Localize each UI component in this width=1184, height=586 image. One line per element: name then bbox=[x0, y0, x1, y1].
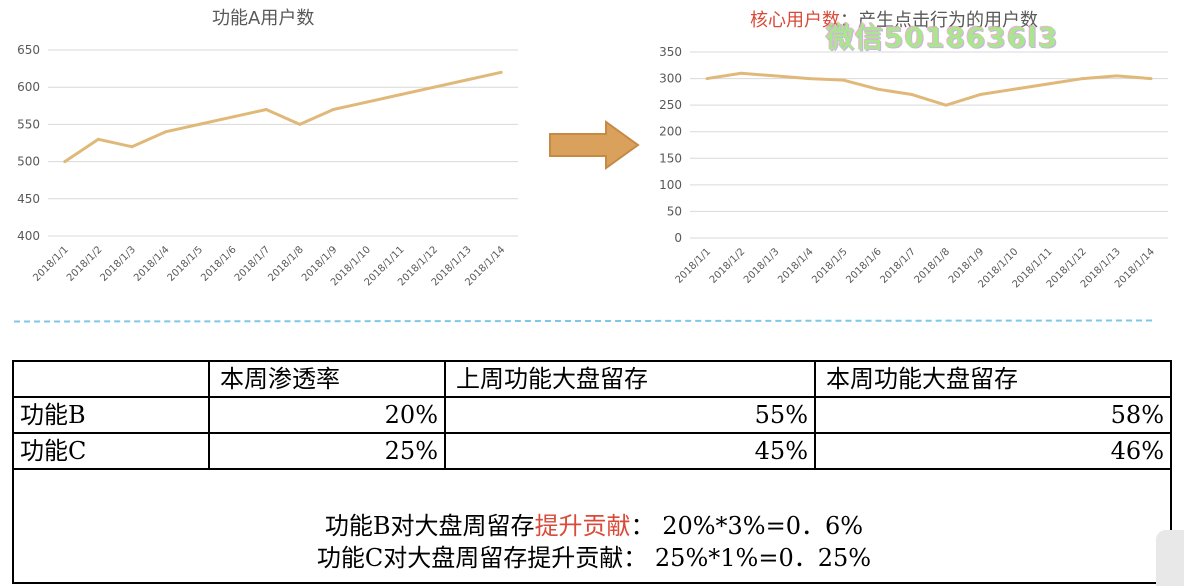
data-point bbox=[944, 103, 948, 107]
data-point bbox=[1149, 77, 1153, 81]
data-point bbox=[331, 108, 335, 112]
y-tick-label: 450 bbox=[17, 192, 40, 206]
table-cell: 46% bbox=[814, 432, 1170, 470]
data-point bbox=[842, 78, 846, 82]
data-point bbox=[365, 100, 369, 104]
table-header-cell: 上周功能大盘留存 bbox=[444, 362, 816, 398]
series-line bbox=[63, 70, 502, 163]
x-tick-label: 2018/1/8 bbox=[266, 244, 306, 284]
data-point bbox=[466, 78, 470, 82]
x-tick-label: 2018/1/3 bbox=[99, 244, 139, 284]
row-label: 功能B bbox=[14, 396, 210, 434]
row-label: 功能C bbox=[14, 432, 210, 470]
x-tick-label: 2018/1/6 bbox=[199, 244, 239, 284]
data-point bbox=[432, 85, 436, 89]
data-point bbox=[96, 137, 100, 141]
x-tick-label: 2018/1/8 bbox=[913, 246, 953, 286]
y-tick-label: 500 bbox=[17, 155, 40, 169]
data-point bbox=[739, 71, 743, 75]
data-point bbox=[705, 77, 709, 81]
chart-core-users: 0501001502002503003502018/1/12018/1/2201… bbox=[659, 45, 1168, 290]
table-cell: 58% bbox=[814, 396, 1170, 434]
summary-highlight: 提升贡献 bbox=[534, 512, 631, 540]
data-point bbox=[264, 108, 268, 112]
table-row: 功能C 25% 45% 46% bbox=[14, 432, 1170, 470]
x-tick-label: 2018/1/1 bbox=[674, 246, 714, 286]
data-point bbox=[978, 93, 982, 97]
right-arrow-icon bbox=[549, 120, 640, 170]
data-point bbox=[298, 122, 302, 126]
x-tick-label: 2018/1/1 bbox=[31, 244, 71, 284]
data-point bbox=[499, 70, 503, 74]
table-header-cell: 本周渗透率 bbox=[208, 362, 446, 398]
title-rest: ：产生点击行为的用户数 bbox=[840, 10, 1038, 31]
y-tick-label: 250 bbox=[659, 98, 682, 112]
y-tick-label: 0 bbox=[674, 231, 682, 245]
data-point bbox=[910, 93, 914, 97]
data-point bbox=[1047, 82, 1050, 86]
chart-title-function-a: 功能A用户数 bbox=[212, 8, 315, 29]
x-tick-label: 2018/1/5 bbox=[166, 244, 206, 284]
data-point bbox=[197, 122, 201, 126]
table-cell: 25% bbox=[208, 432, 446, 470]
table-row: 功能B 20% 55% 58% bbox=[14, 396, 1170, 434]
y-tick-label: 650 bbox=[17, 43, 40, 57]
x-tick-label: 2018/1/2 bbox=[708, 246, 748, 286]
table-cell: 55% bbox=[444, 396, 816, 434]
dashed-divider bbox=[13, 319, 1153, 323]
x-tick-label: 2018/1/7 bbox=[879, 246, 919, 286]
y-tick-label: 600 bbox=[17, 80, 40, 94]
x-tick-label: 2018/1/5 bbox=[810, 246, 850, 286]
y-tick-label: 300 bbox=[659, 72, 682, 86]
summary-prefix: 功能B对大盘周留存 bbox=[324, 512, 535, 540]
data-point bbox=[1012, 87, 1016, 91]
y-tick-label: 400 bbox=[17, 229, 40, 243]
y-tick-label: 100 bbox=[659, 178, 682, 192]
y-tick-label: 550 bbox=[17, 117, 40, 131]
data-point bbox=[773, 74, 777, 78]
data-point bbox=[63, 160, 67, 164]
retention-table: 本周渗透率 上周功能大盘留存 本周功能大盘留存 功能B 20% 55% 58% … bbox=[12, 360, 1172, 584]
watermark: 微信5018636l3 bbox=[826, 21, 1059, 54]
summary-suffix: ： 20%*3%=0．6% bbox=[630, 512, 864, 540]
y-tick-label: 350 bbox=[659, 45, 682, 59]
side-panel-tab[interactable] bbox=[1156, 530, 1184, 586]
data-point bbox=[808, 77, 811, 81]
data-point bbox=[164, 130, 167, 134]
x-tick-label: 2018/1/3 bbox=[742, 246, 782, 286]
x-tick-label: 2018/1/4 bbox=[776, 246, 816, 286]
series-line bbox=[706, 71, 1152, 107]
table-header-cell bbox=[14, 362, 210, 398]
title-highlight: 核心用户数 bbox=[750, 10, 840, 31]
x-tick-label: 2018/1/6 bbox=[844, 246, 884, 286]
table-cell: 20% bbox=[208, 396, 446, 434]
chart-function-a-users: 4004505005506006502018/1/12018/1/22018/1… bbox=[17, 43, 518, 288]
data-point bbox=[231, 115, 235, 119]
data-point bbox=[130, 145, 134, 149]
table-cell: 45% bbox=[444, 432, 816, 470]
data-point bbox=[399, 93, 402, 97]
y-tick-label: 200 bbox=[659, 125, 682, 139]
chart-title-core-users: 核心用户数：产生点击行为的用户数 bbox=[750, 6, 1038, 32]
data-point bbox=[1081, 77, 1085, 81]
y-tick-label: 150 bbox=[659, 151, 682, 165]
table-header-row: 本周渗透率 上周功能大盘留存 本周功能大盘留存 bbox=[14, 362, 1170, 398]
y-tick-label: 50 bbox=[667, 204, 682, 218]
data-point bbox=[1115, 74, 1119, 78]
x-tick-label: 2018/1/7 bbox=[233, 244, 273, 284]
x-tick-label: 2018/1/2 bbox=[65, 244, 105, 284]
x-tick-label: 2018/1/4 bbox=[132, 244, 172, 284]
table-header-cell: 本周功能大盘留存 bbox=[814, 362, 1170, 398]
data-point bbox=[876, 87, 880, 91]
summary-line-c: 功能C对大盘周留存提升贡献： 25%*1%=0．25% bbox=[316, 544, 872, 572]
summary-line-b: 功能B对大盘周留存提升贡献： 20%*3%=0．6% bbox=[14, 506, 1174, 541]
